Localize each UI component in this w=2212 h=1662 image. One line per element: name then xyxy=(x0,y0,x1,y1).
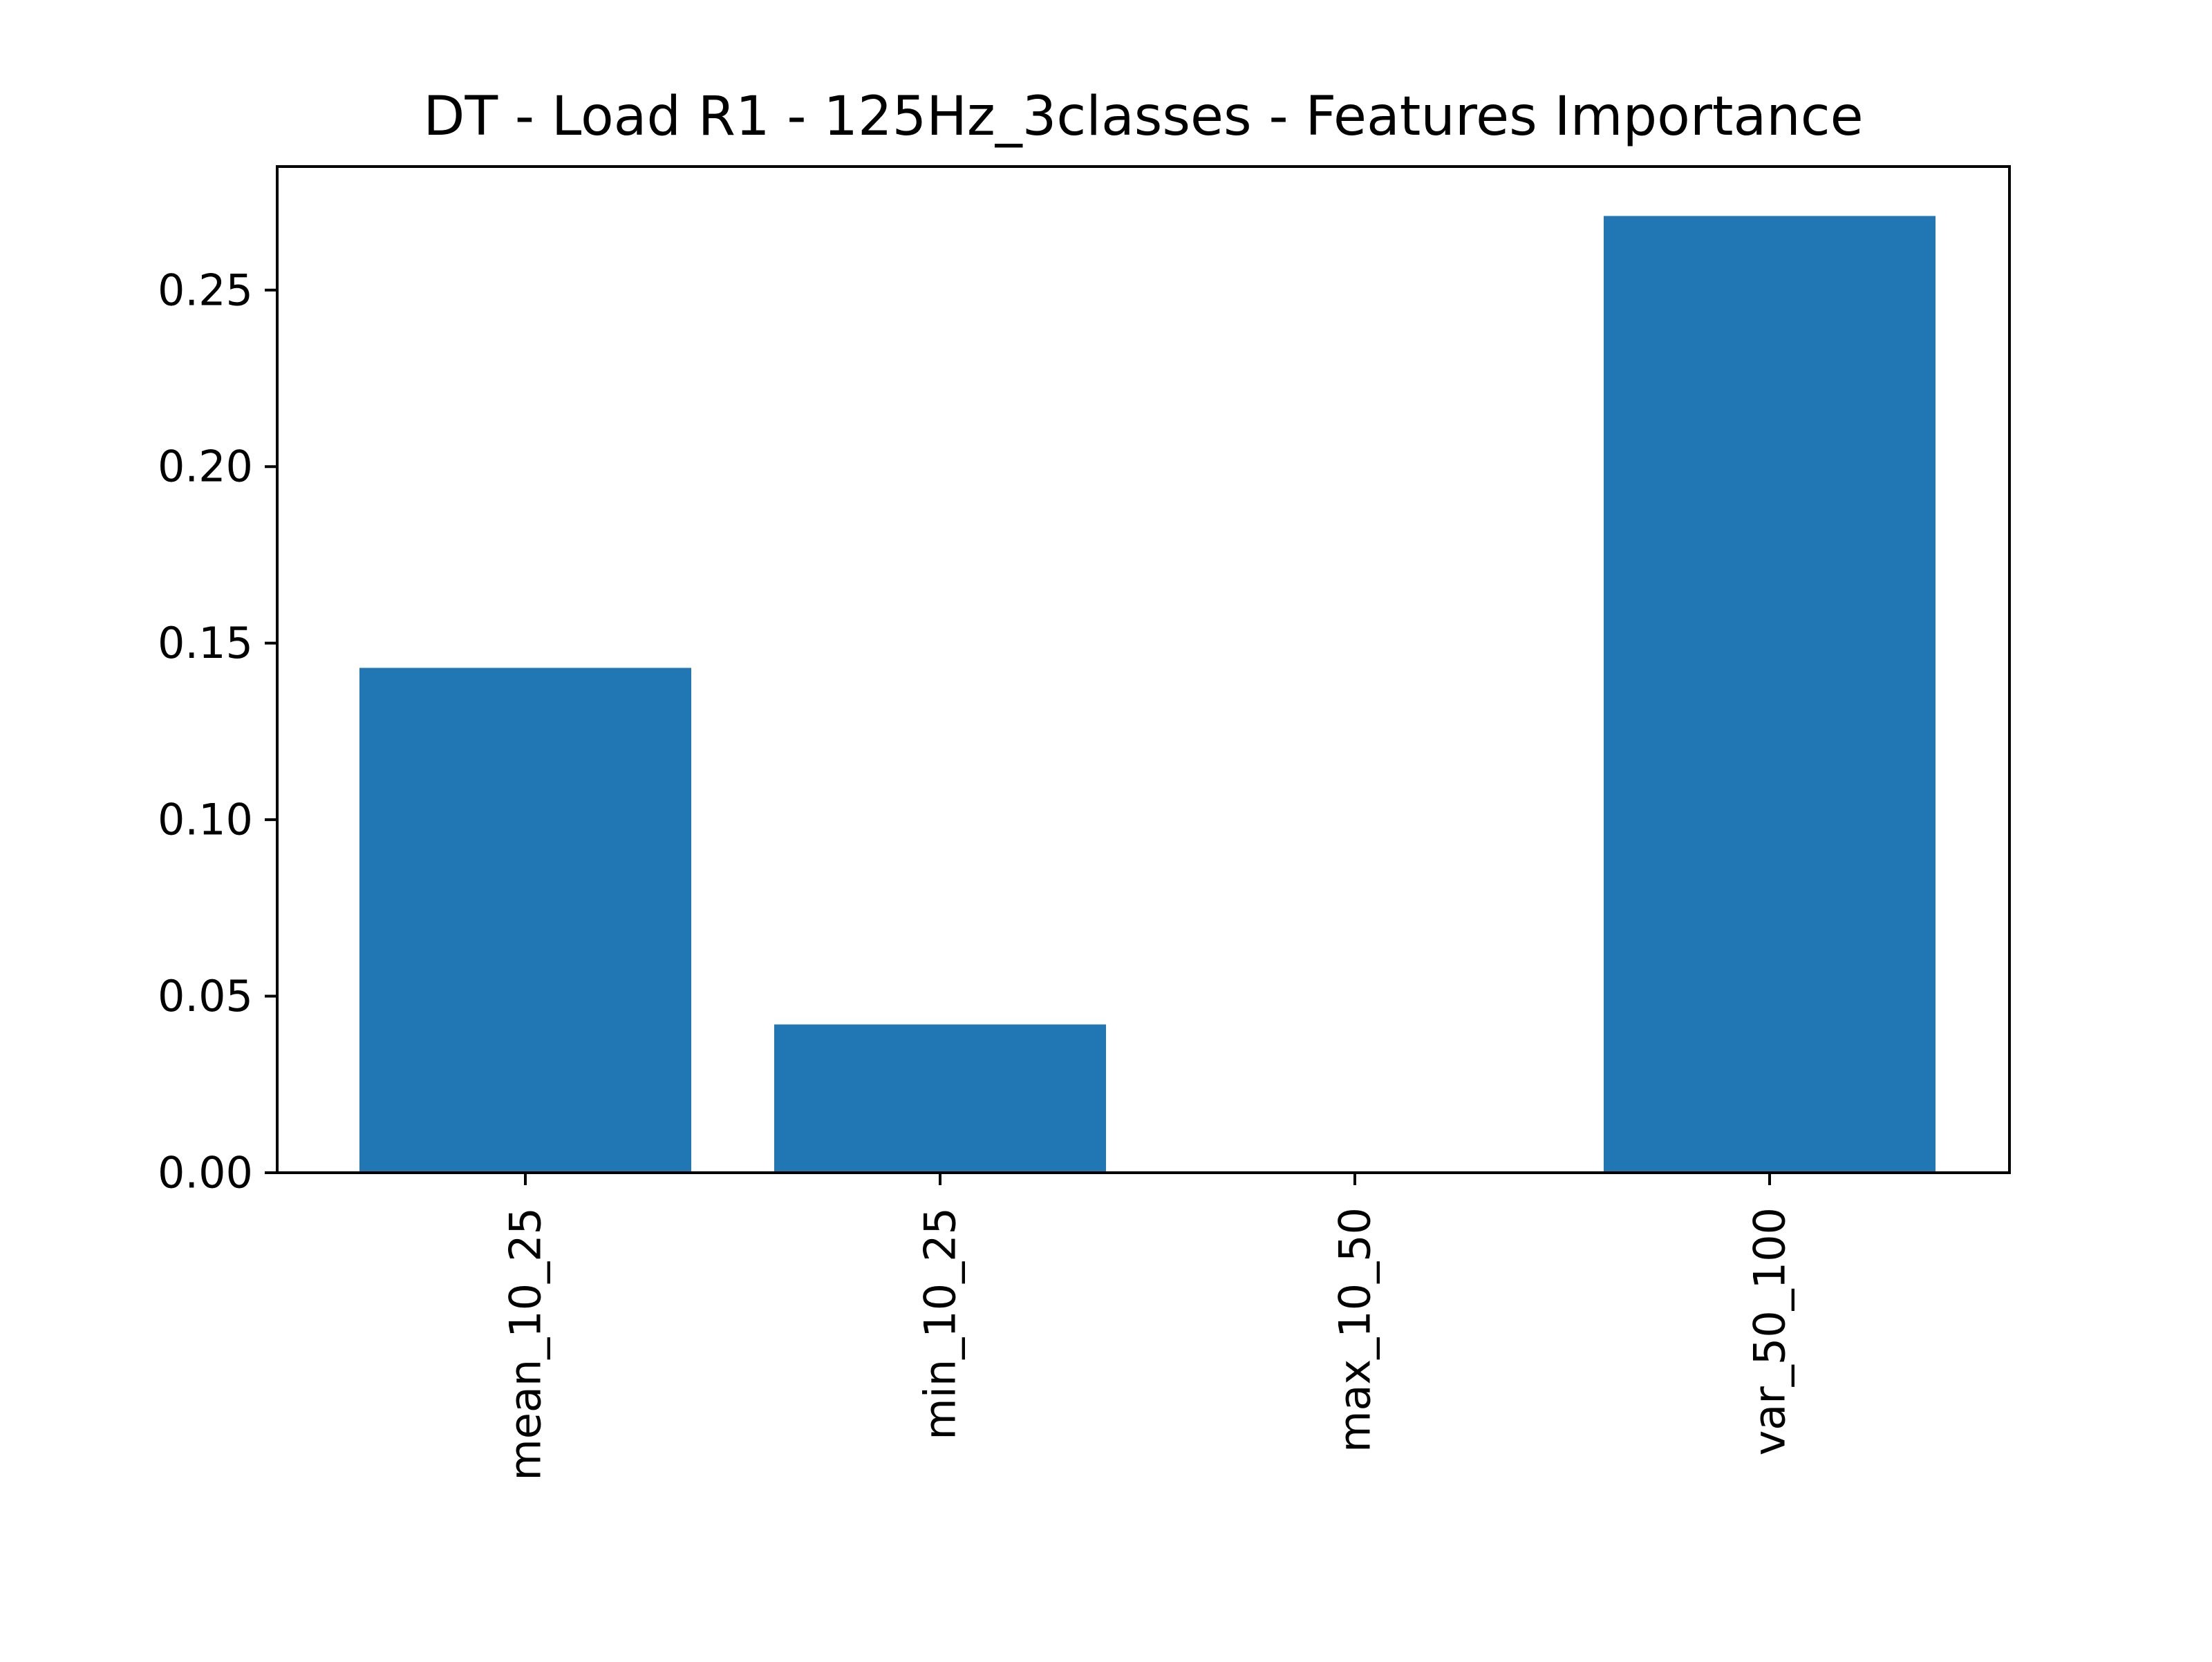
y-tick-label: 0.10 xyxy=(158,795,253,845)
bar-mean-10-25 xyxy=(359,668,691,1173)
y-tick-label: 0.20 xyxy=(158,442,253,492)
y-tick-label: 0.25 xyxy=(158,265,253,315)
x-tick-label: min_10_25 xyxy=(915,1207,966,1440)
chart-title: DT - Load R1 - 125Hz_3classes - Features… xyxy=(423,86,1863,148)
x-tick-label: var_50_100 xyxy=(1745,1207,1795,1455)
x-tick-label: mean_10_25 xyxy=(500,1207,551,1481)
bars-layer xyxy=(359,216,1936,1173)
y-tick-label: 0.15 xyxy=(158,618,253,668)
y-tick-label: 0.00 xyxy=(158,1148,253,1198)
axes-layer: mean_10_25 min_10_25 max_10_50 var_50_100 0.… xyxy=(158,265,1795,1480)
bar-min-10-25 xyxy=(774,1024,1106,1173)
plot-frame xyxy=(276,165,2011,1174)
x-tick-label: max_10_50 xyxy=(1330,1207,1380,1453)
bar-var-50-100 xyxy=(1604,216,1936,1173)
y-tick-label: 0.05 xyxy=(158,971,253,1021)
